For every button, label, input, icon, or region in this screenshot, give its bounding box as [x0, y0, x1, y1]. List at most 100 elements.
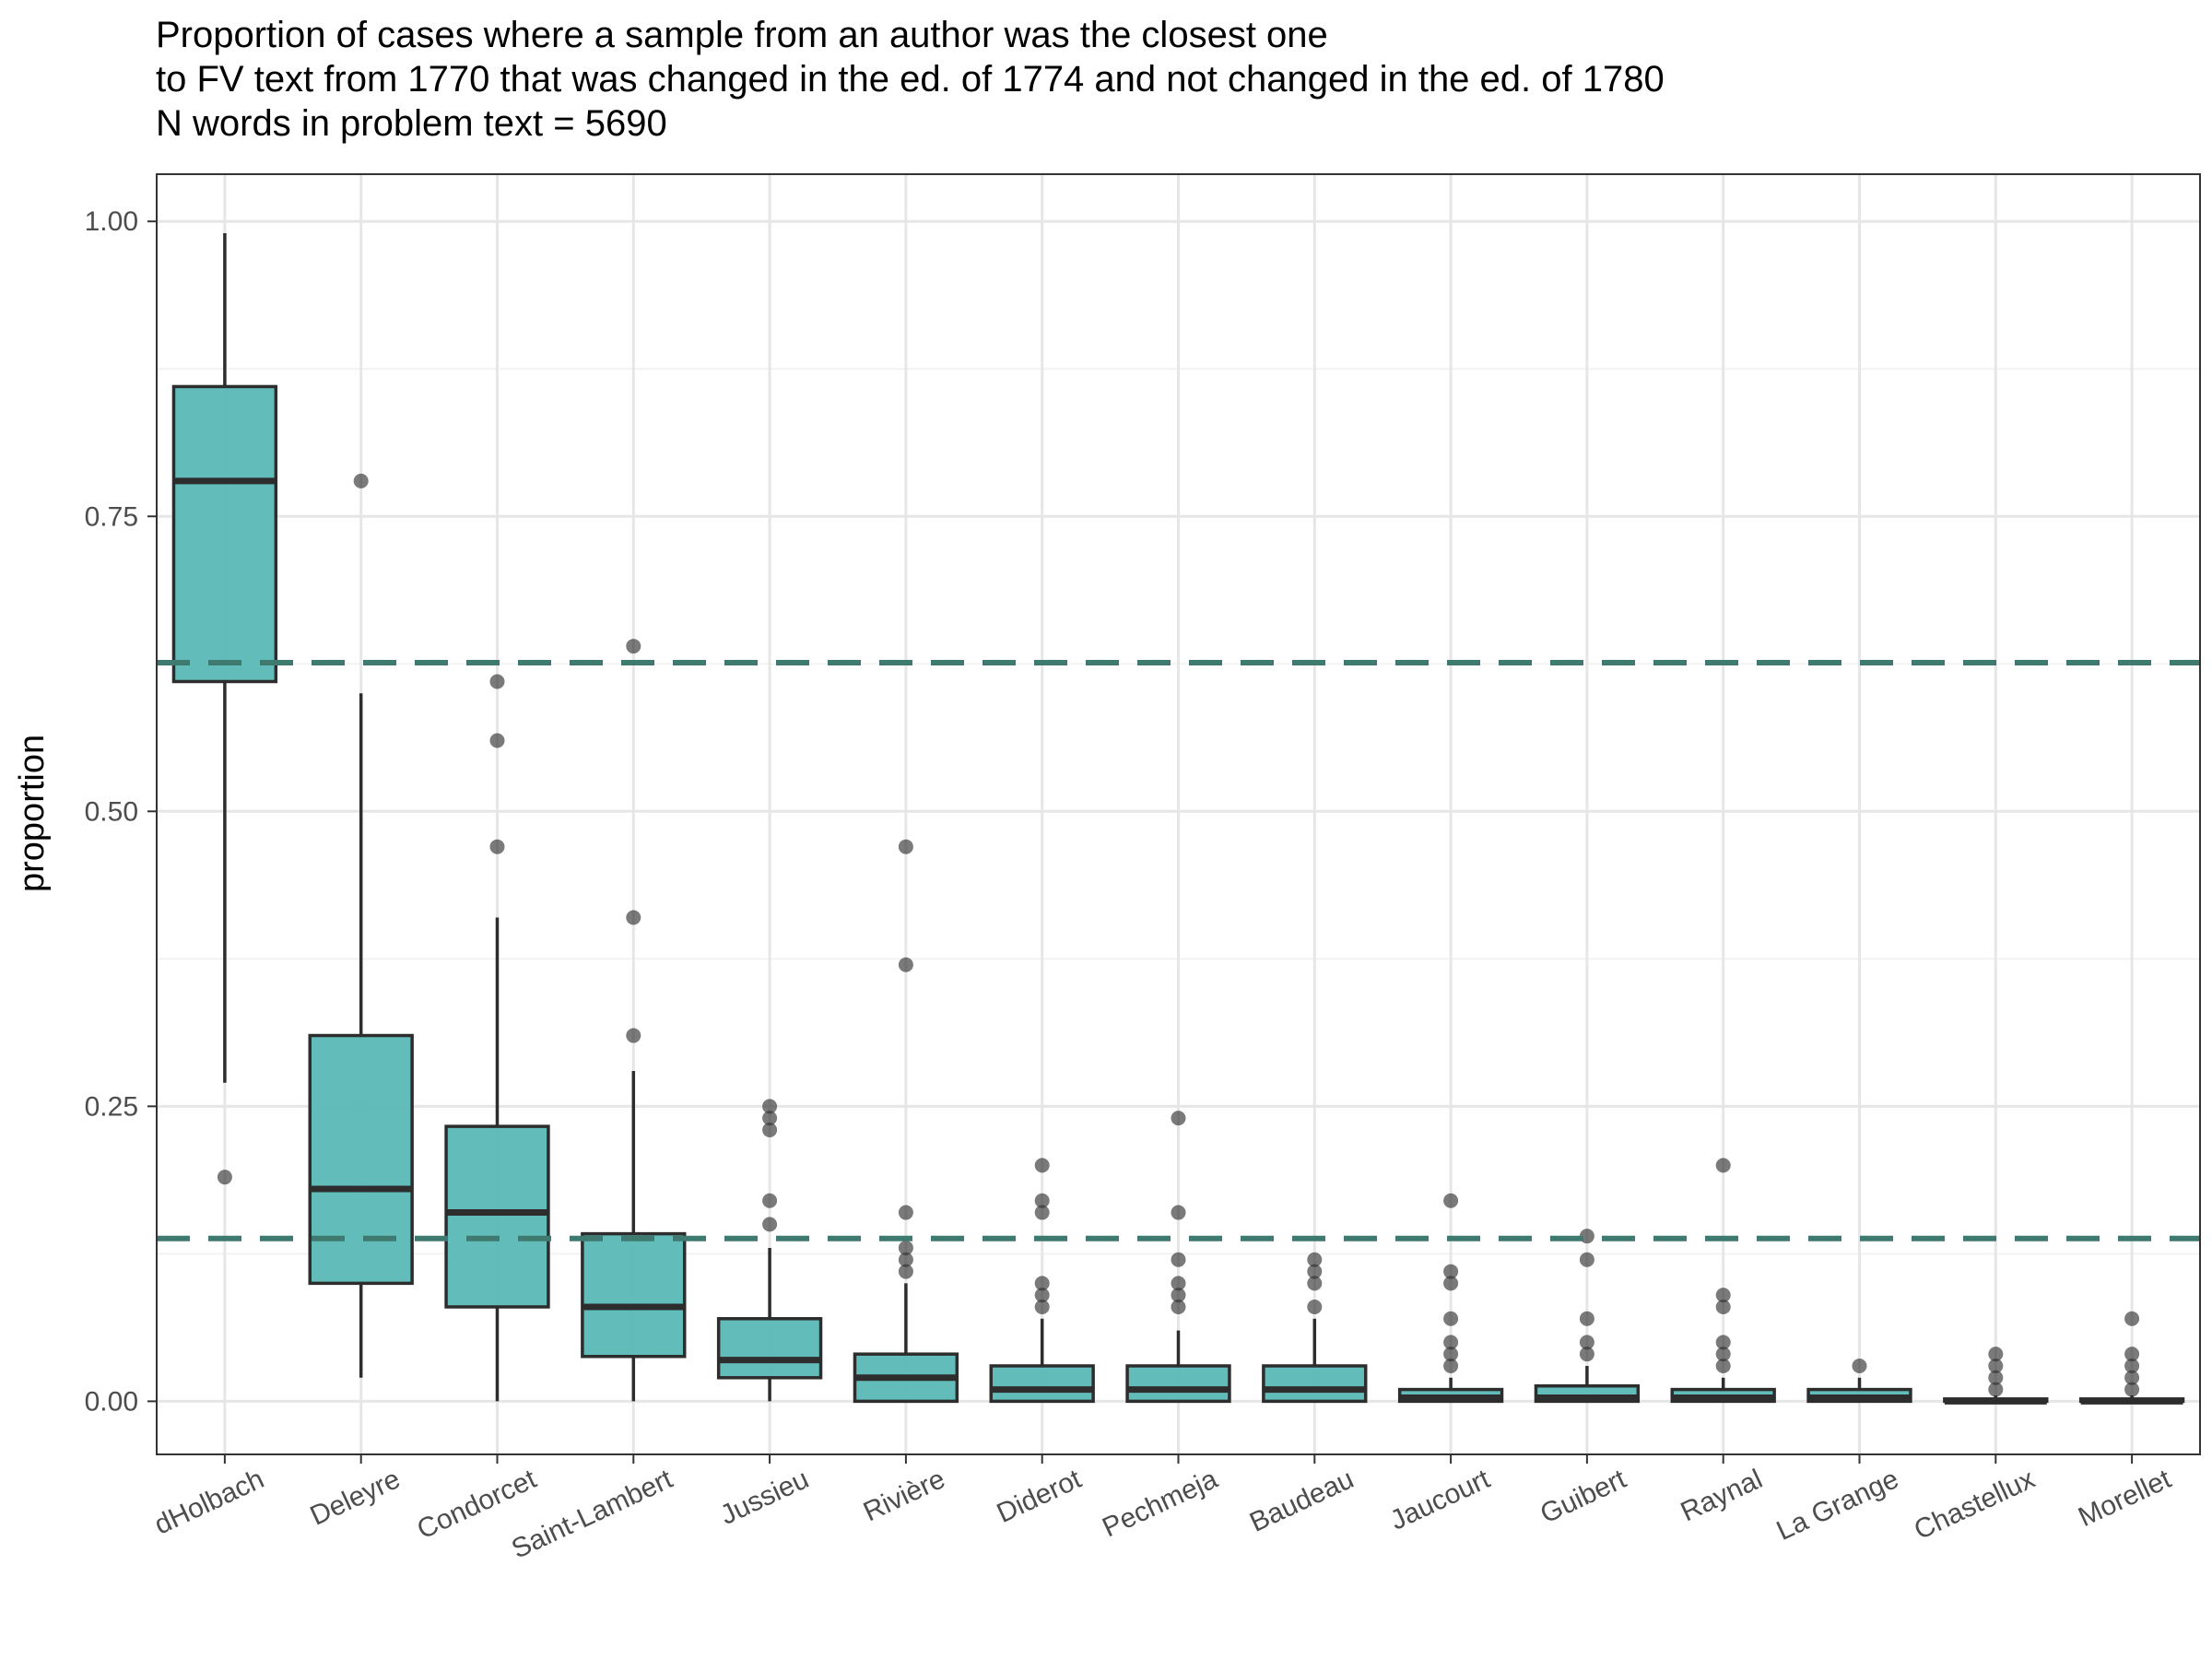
x-tick-label: Chastellux	[1910, 1464, 2040, 1546]
outlier-point	[898, 1264, 913, 1279]
outlier-point	[1443, 1311, 1459, 1326]
box-dHolbach	[171, 233, 278, 1185]
outlier-point	[1443, 1264, 1459, 1279]
y-tick-label: 0.25	[85, 1091, 138, 1122]
outlier-point	[1715, 1299, 1731, 1314]
outlier-point	[762, 1111, 778, 1126]
outlier-point	[898, 1205, 913, 1220]
outlier-point	[1307, 1299, 1323, 1314]
outlier-point	[626, 639, 641, 654]
outlier-point	[1171, 1276, 1186, 1291]
outlier-point	[1034, 1193, 1050, 1208]
outlier-point	[1579, 1311, 1594, 1326]
y-tick-label: 0.00	[85, 1386, 138, 1417]
outlier-point	[1307, 1276, 1323, 1291]
x-tick-label: Diderot	[993, 1464, 1087, 1529]
box-Rivière	[853, 839, 959, 1404]
outlier-point	[1443, 1335, 1459, 1350]
chart-title: Proportion of cases where a sample from …	[156, 13, 1665, 146]
x-tick-label: Deleyre	[306, 1464, 406, 1532]
reference-lines	[157, 659, 2200, 1241]
outlier-point	[1715, 1358, 1731, 1373]
box-Deleyre	[308, 473, 414, 1378]
x-tick-label: Jaucourt	[1385, 1464, 1495, 1536]
outlier-point	[1034, 1299, 1050, 1314]
outlier-point	[626, 910, 641, 925]
outlier-point	[1171, 1288, 1186, 1303]
outlier-point	[1443, 1358, 1459, 1373]
x-tick-label: dHolbach	[150, 1464, 269, 1540]
outlier-point	[1171, 1299, 1186, 1314]
x-tick-label: La Grange	[1772, 1464, 1903, 1547]
box-Morellet	[2078, 1311, 2185, 1405]
outlier-point	[2124, 1347, 2140, 1362]
box-series	[171, 233, 2185, 1405]
outlier-point	[2124, 1370, 2140, 1385]
outlier-point	[1307, 1252, 1323, 1267]
box-Pechmeja	[1125, 1111, 1231, 1404]
outlier-point	[1443, 1276, 1459, 1291]
outlier-point	[762, 1217, 778, 1232]
outlier-point	[1171, 1205, 1186, 1220]
outlier-point	[1034, 1276, 1050, 1291]
box-iqr	[1125, 1364, 1231, 1404]
outlier-point	[1988, 1347, 2004, 1362]
x-tick-label: Baudeau	[1245, 1464, 1359, 1538]
y-tick-label: 0.75	[85, 501, 138, 532]
y-tick-label: 1.00	[85, 206, 138, 237]
outlier-point	[762, 1099, 778, 1114]
box-Baudeau	[1262, 1252, 1368, 1404]
box-Saint-Lambert	[581, 639, 687, 1402]
chart-title-line-1: Proportion of cases where a sample from …	[156, 15, 1328, 55]
outlier-point	[898, 839, 913, 854]
outlier-point	[1715, 1288, 1731, 1303]
box-Jaucourt	[1397, 1193, 1504, 1404]
outlier-point	[1579, 1335, 1594, 1350]
x-tick-label: Rivière	[859, 1464, 950, 1527]
outlier-point	[353, 473, 369, 488]
outlier-point	[1579, 1252, 1594, 1267]
chart-title-line-2: to FV text from 1770 that was changed in…	[156, 59, 1665, 100]
x-tick-label: Morellet	[2074, 1464, 2176, 1533]
outlier-point	[1034, 1205, 1050, 1220]
x-tick-label: Pechmeja	[1098, 1464, 1222, 1543]
chart-title-line-3: N words in problem text = 5690	[156, 103, 667, 144]
outlier-point	[898, 1240, 913, 1255]
outlier-point	[1579, 1347, 1594, 1362]
outlier-point	[898, 957, 913, 972]
outlier-point	[1443, 1347, 1459, 1362]
y-tick-label: 0.50	[85, 796, 138, 827]
outlier-point	[1171, 1111, 1186, 1126]
y-axis-ticks: 0.00 0.25 0.50 0.75 1.00	[85, 206, 157, 1417]
box-Chastellux	[1943, 1347, 2049, 1405]
x-tick-label: Guibert	[1535, 1464, 1631, 1530]
box-iqr	[308, 1033, 414, 1286]
outlier-point	[1988, 1370, 2004, 1385]
outlier-point	[898, 1252, 913, 1267]
outlier-point	[489, 733, 505, 748]
outlier-point	[1307, 1264, 1323, 1279]
outlier-point	[1443, 1193, 1459, 1208]
outlier-point	[2124, 1382, 2140, 1397]
x-tick-label: Jussieu	[716, 1464, 814, 1531]
outlier-point	[1715, 1347, 1731, 1362]
box-Raynal	[1670, 1158, 1776, 1404]
box-iqr	[581, 1231, 687, 1359]
outlier-point	[1034, 1288, 1050, 1303]
outlier-point	[626, 1028, 641, 1043]
outlier-point	[489, 839, 505, 854]
box-Diderot	[989, 1158, 1095, 1404]
outlier-point	[1988, 1358, 2004, 1373]
outlier-point	[1852, 1358, 1867, 1373]
outlier-point	[1171, 1252, 1186, 1267]
outlier-point	[762, 1122, 778, 1137]
box-iqr	[989, 1364, 1095, 1404]
box-Condorcet	[444, 674, 550, 1402]
box-La Grange	[1806, 1358, 1912, 1404]
outlier-point	[1715, 1158, 1731, 1173]
box-Jussieu	[716, 1099, 823, 1402]
outlier-point	[2124, 1358, 2140, 1373]
box-iqr	[444, 1124, 550, 1309]
